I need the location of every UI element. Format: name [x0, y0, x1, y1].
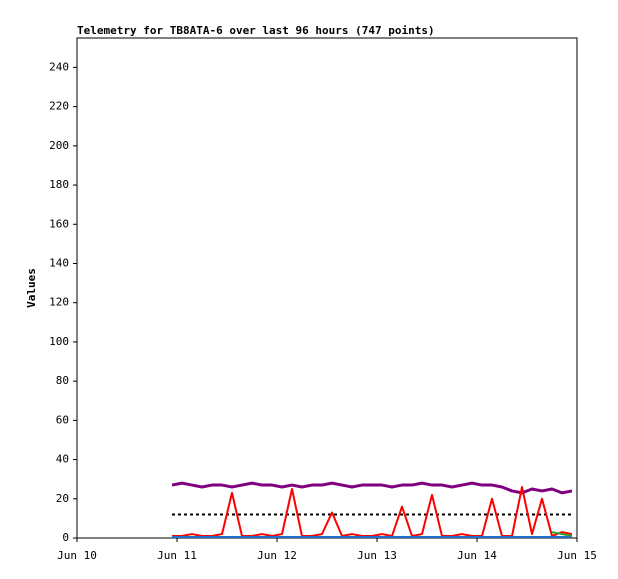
y-tick-label: 80: [56, 374, 69, 387]
series-line: [171, 481, 573, 495]
x-tick-label: Jun 14: [457, 549, 497, 562]
y-tick-label: 0: [62, 531, 69, 544]
y-tick-label: 220: [49, 100, 69, 113]
y-axis-label: Values: [25, 268, 38, 308]
y-tick-label: 100: [49, 335, 69, 348]
y-tick-label: 160: [49, 217, 69, 230]
x-tick-label: Jun 15: [557, 549, 597, 562]
x-tick-label: Jun 11: [157, 549, 197, 562]
y-tick-label: 60: [56, 413, 69, 426]
chart-title: Telemetry for TB8ATA-6 over last 96 hour…: [77, 24, 435, 37]
series-line: [551, 531, 573, 538]
y-tick-label: 140: [49, 256, 69, 269]
x-tick-label: Jun 12: [257, 549, 297, 562]
x-tick-label: Jun 13: [357, 549, 397, 562]
y-tick-label: 180: [49, 178, 69, 191]
x-tick-label: Jun 10: [57, 549, 97, 562]
plot-frame: [76, 37, 578, 539]
series-line: [172, 486, 573, 538]
y-tick-label: 40: [56, 453, 69, 466]
y-tick-label: 20: [56, 492, 69, 505]
y-tick-label: 200: [49, 139, 69, 152]
y-tick-label: 120: [49, 296, 69, 309]
y-tick-label: 240: [49, 60, 69, 73]
